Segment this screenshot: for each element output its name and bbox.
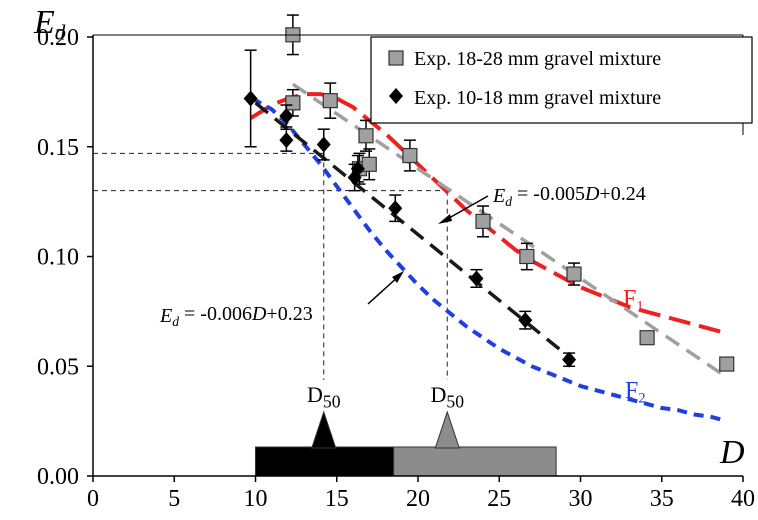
point-square xyxy=(358,128,374,144)
point-diamond xyxy=(562,351,577,368)
point-square xyxy=(639,330,655,346)
y-tick-label: 0.15 xyxy=(37,135,79,161)
x-tick-label: 35 xyxy=(650,486,674,512)
point-square xyxy=(322,93,338,109)
d50-label-2: D50 xyxy=(431,382,465,411)
fit-line-2 xyxy=(254,101,574,362)
fit-equation-1: Ed = -0.005D+0.24 xyxy=(492,183,646,209)
y-tick-label: 0.20 xyxy=(37,25,79,51)
point-diamond xyxy=(388,200,403,217)
curve-label-f1: F1 xyxy=(623,286,644,314)
point-diamond xyxy=(350,160,365,177)
d50-marker-1 xyxy=(311,410,337,449)
x-tick-label: 40 xyxy=(731,486,755,512)
model-curves xyxy=(249,92,728,424)
legend-label-2: Exp. 10-18 mm gravel mixture xyxy=(414,87,661,109)
data-points xyxy=(243,14,735,372)
y-tick-label: 0.05 xyxy=(37,354,79,380)
annotations: D50 D50 Ed D Ed = -0.005D+0.24 Ed = -0.006D+0… xyxy=(33,4,745,471)
equation-2-arrowhead xyxy=(392,271,404,283)
legend: Exp. 18-28 mm gravel mixture Exp. 10-18 m… xyxy=(370,36,753,124)
point-diamond xyxy=(316,136,331,153)
x-axis-title: D xyxy=(719,434,745,471)
fit-equation-2: Ed = -0.006D+0.23 xyxy=(159,303,313,329)
point-diamond xyxy=(518,312,533,329)
y-axis-title: Ed xyxy=(33,4,66,44)
legend-diamond-marker xyxy=(389,88,403,104)
point-square xyxy=(285,95,301,111)
point-diamond xyxy=(243,90,258,107)
curve-f1 xyxy=(249,92,728,336)
x-tick-label: 10 xyxy=(244,486,268,512)
point-square xyxy=(361,156,377,172)
point-square xyxy=(475,213,491,229)
axes: 0 5 10 15 20 25 30 35 40 0.00 0.05 0.10 0.15 0.20 xyxy=(37,25,755,512)
size-range-bar-1 xyxy=(255,446,395,477)
x-tick-label: 15 xyxy=(325,486,349,512)
point-diamond xyxy=(279,132,294,149)
point-diamond xyxy=(469,270,484,287)
x-tick-label: 30 xyxy=(569,486,593,512)
x-tick-label: 5 xyxy=(168,486,180,512)
point-square xyxy=(566,266,582,282)
y-tick-label: 0.00 xyxy=(37,464,79,490)
fit-line-1 xyxy=(291,82,728,379)
equation-1-arrowhead xyxy=(438,214,452,224)
x-tick-label: 25 xyxy=(487,486,511,512)
point-square xyxy=(719,356,735,372)
d50-marker-2 xyxy=(434,410,460,449)
size-range-bar-2 xyxy=(393,446,557,477)
curve-label-f2: F2 xyxy=(625,378,646,406)
point-square xyxy=(402,147,418,164)
curve-f2 xyxy=(251,96,728,424)
point-square xyxy=(519,248,535,265)
point-diamond xyxy=(279,108,294,125)
legend-box xyxy=(370,36,753,124)
legend-square-marker xyxy=(388,50,404,66)
x-tick-label: 20 xyxy=(406,486,430,512)
y-tick-label: 0.10 xyxy=(37,245,79,271)
legend-label-1: Exp. 18-28 mm gravel mixture xyxy=(414,48,661,70)
d50-guide-lines xyxy=(93,152,448,380)
size-range-bars xyxy=(255,410,557,477)
d50-label-1: D50 xyxy=(307,382,341,411)
x-tick-label: 0 xyxy=(87,486,99,512)
